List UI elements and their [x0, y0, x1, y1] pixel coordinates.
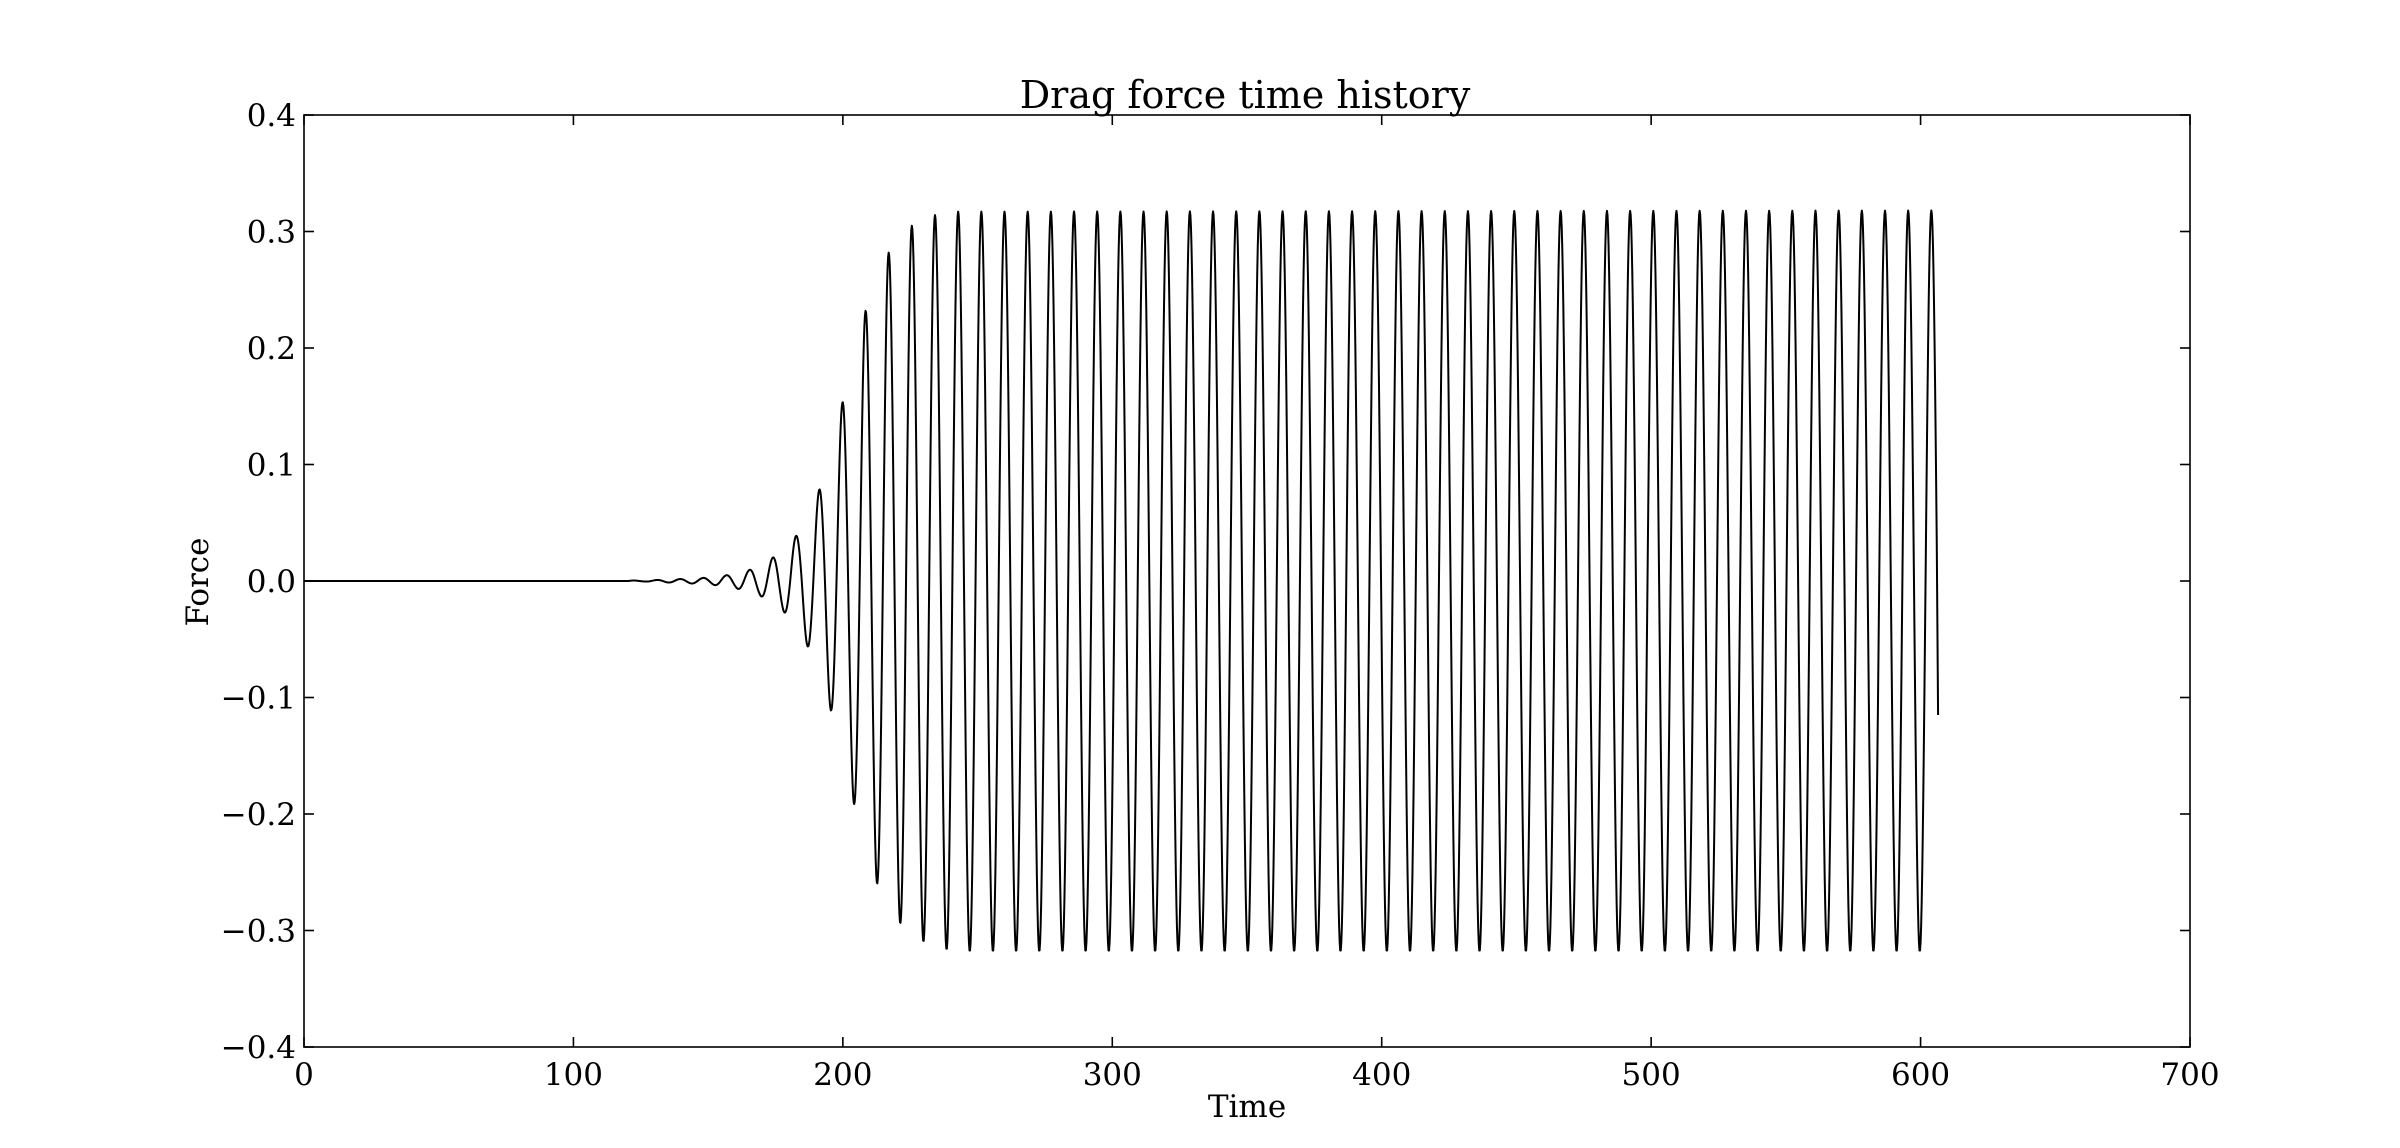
y-tick-label: −0.2 — [221, 797, 296, 833]
y-tick-label: 0.1 — [247, 448, 296, 484]
x-axis-label: Time — [1208, 1089, 1286, 1125]
y-tick-label: −0.1 — [221, 681, 296, 717]
y-tick-label: 0.2 — [247, 331, 296, 367]
x-ticks: 0 100 200 300 400 500 600 700 — [294, 115, 2220, 1093]
x-tick-label: 500 — [1622, 1057, 1681, 1093]
x-tick-label: 100 — [544, 1057, 603, 1093]
x-tick-label: 700 — [2160, 1057, 2219, 1093]
x-tick-label: 400 — [1352, 1057, 1411, 1093]
y-tick-label: 0.3 — [247, 215, 296, 251]
y-tick-label: 0.4 — [247, 98, 296, 134]
x-tick-label: 300 — [1083, 1057, 1142, 1093]
force-series-line — [303, 209, 1940, 952]
y-tick-label: 0.0 — [247, 564, 296, 600]
y-ticks: −0.4 −0.3 −0.2 −0.1 0.0 0.1 0.2 0.3 0.4 — [221, 98, 2190, 1066]
x-tick-label: 0 — [294, 1057, 314, 1093]
y-tick-label: −0.3 — [221, 914, 296, 950]
chart-title: Drag force time history — [1020, 73, 1471, 117]
series-layer — [303, 209, 1940, 952]
y-tick-label: −0.4 — [221, 1030, 296, 1066]
x-tick-label: 200 — [813, 1057, 872, 1093]
y-axis-label: Force — [180, 537, 216, 626]
x-tick-label: 600 — [1891, 1057, 1950, 1093]
